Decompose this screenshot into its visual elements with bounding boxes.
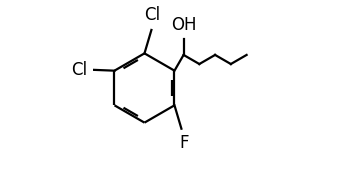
Text: OH: OH — [171, 16, 196, 34]
Text: F: F — [180, 134, 189, 152]
Text: Cl: Cl — [71, 61, 87, 79]
Text: Cl: Cl — [144, 7, 160, 24]
